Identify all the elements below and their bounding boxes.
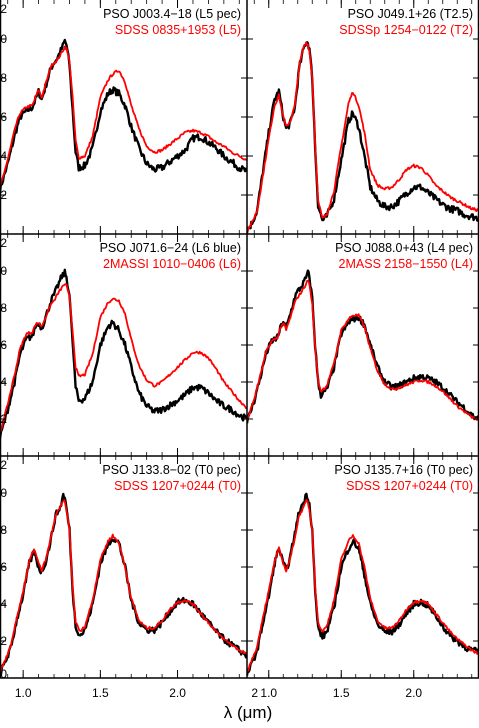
target-spectrum-line — [247, 41, 479, 234]
x-tick-label: 1.5 — [333, 686, 350, 700]
y-tick-label: .4 — [0, 149, 7, 163]
legend-target-label: PSO J088.0+43 (L4 pec) — [335, 241, 473, 255]
template-spectrum-line — [247, 41, 479, 232]
x-tick-label: 2.0 — [169, 686, 186, 700]
legend-target-label: PSO J135.7+16 (T0 pec) — [334, 463, 473, 477]
panel-5: PSO J133.8−02 (T0 pec) SDSS 1207+0244 (T0… — [0, 456, 247, 678]
template-spectrum-line — [0, 45, 247, 187]
panel-6: PSO J135.7+16 (T0 pec) SDSS 1207+0244 (T0… — [247, 456, 479, 678]
legend-target-label: PSO J003.4−18 (L5 pec) — [103, 7, 241, 21]
y-tick-label: .2 — [0, 2, 7, 16]
legend-template-label: SDSSp 1254−0122 (T2) — [339, 23, 473, 37]
legend-template-label: SDSS 1207+0244 (T0) — [346, 479, 473, 493]
x-tick-label: 1.0 — [260, 686, 277, 700]
x-tick-label: 2 — [251, 686, 258, 700]
y-tick-label: .6 — [0, 110, 7, 124]
panel-grid: PSO J003.4−18 (L5 pec) SDSS 0835+1953 (L5… — [0, 0, 479, 678]
y-tick-label: .8 — [0, 71, 7, 85]
legend-target-label: PSO J133.8−02 (T0 pec) — [102, 463, 241, 477]
template-spectrum-line — [247, 279, 479, 422]
y-tick-label: .0 — [0, 264, 7, 278]
y-tick-label: .4 — [0, 375, 7, 389]
target-spectrum-line — [0, 492, 247, 677]
target-spectrum-line — [247, 269, 479, 424]
target-spectrum-line — [0, 268, 247, 439]
legend-template-label: 2MASSI 1010−0406 (L6) — [103, 257, 241, 271]
y-tick-label: .8 — [0, 301, 7, 315]
target-spectrum-line — [247, 492, 479, 676]
legend-template-label: SDSS 1207+0244 (T0) — [114, 479, 241, 493]
target-spectrum-line — [0, 38, 247, 193]
template-spectrum-line — [0, 499, 247, 673]
y-tick-label: .2 — [0, 634, 7, 648]
legend-template-label: 2MASS 2158−1550 (L4) — [339, 257, 473, 271]
y-tick-label: .0 — [0, 32, 7, 46]
y-tick-label: .6 — [0, 338, 7, 352]
x-axis-label: λ (μm) — [224, 703, 273, 722]
panel-1: PSO J003.4−18 (L5 pec) SDSS 0835+1953 (L5… — [0, 0, 247, 234]
y-tick-label: .2 — [0, 188, 7, 202]
y-tick-label: .4 — [0, 597, 7, 611]
legend-template-label: SDSS 0835+1953 (L5) — [115, 23, 241, 37]
y-tick-label: .0 — [0, 667, 7, 681]
template-spectrum-line — [247, 498, 479, 673]
x-tick-label: 1.5 — [92, 686, 109, 700]
y-tick-label: .2 — [0, 412, 7, 426]
panel-2: PSO J049.1+26 (T2.5) SDSSp 1254−0122 (T2) — [247, 0, 479, 234]
legend-target-label: PSO J049.1+26 (T2.5) — [348, 7, 473, 21]
y-tick-label: .0 — [0, 486, 7, 500]
y-tick-label: .6 — [0, 560, 7, 574]
y-tick-label: .2 — [0, 236, 7, 250]
y-tick-label: .2 — [0, 458, 7, 472]
panel-4: PSO J088.0+43 (L4 pec) 2MASS 2158−1550 (L… — [247, 234, 479, 456]
y-tick-label: .8 — [0, 523, 7, 537]
panel-3: PSO J071.6−24 (L6 blue) 2MASSI 1010−0406 … — [0, 234, 247, 456]
legend-target-label: PSO J071.6−24 (L6 blue) — [100, 241, 241, 255]
x-tick-label: 2.0 — [405, 686, 422, 700]
x-tick-label: 1.0 — [15, 686, 32, 700]
template-spectrum-line — [0, 283, 247, 434]
